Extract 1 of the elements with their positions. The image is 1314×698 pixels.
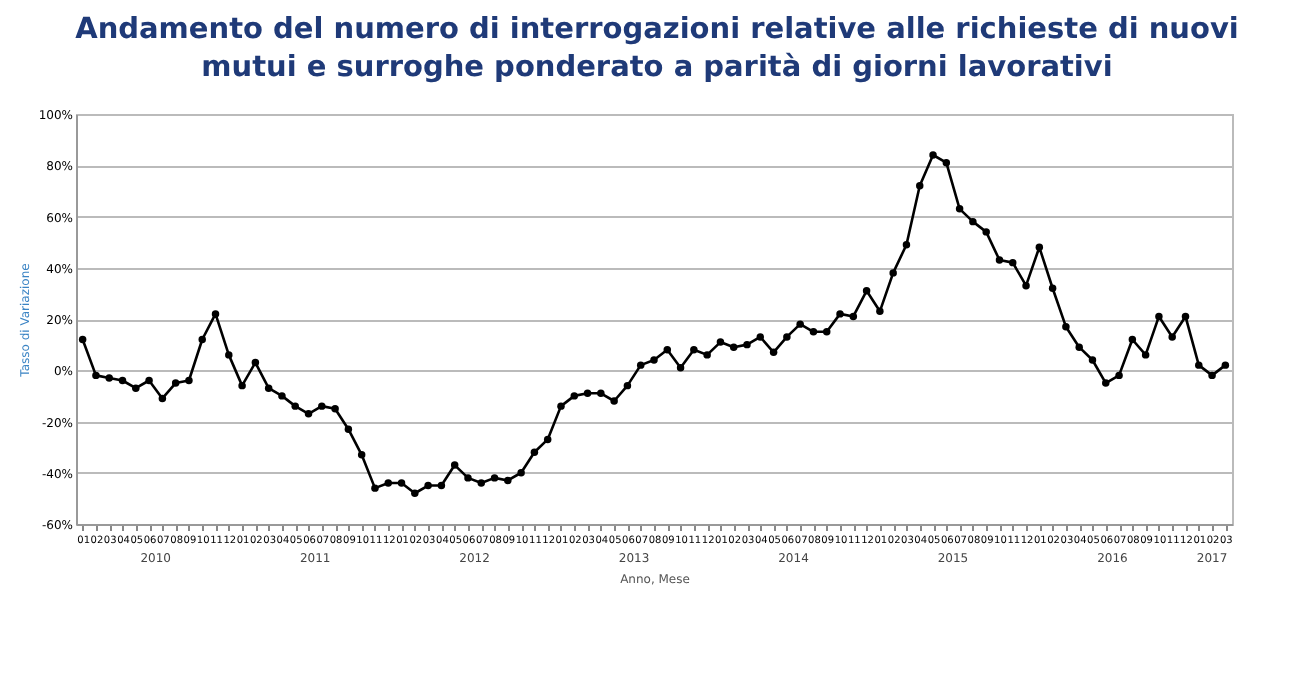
chart-title: Andamento del numero di interrogazioni relative alle richieste di nuovi mutui e surroghe ponderato a parità di giorni lavorativi [73,12,1241,88]
